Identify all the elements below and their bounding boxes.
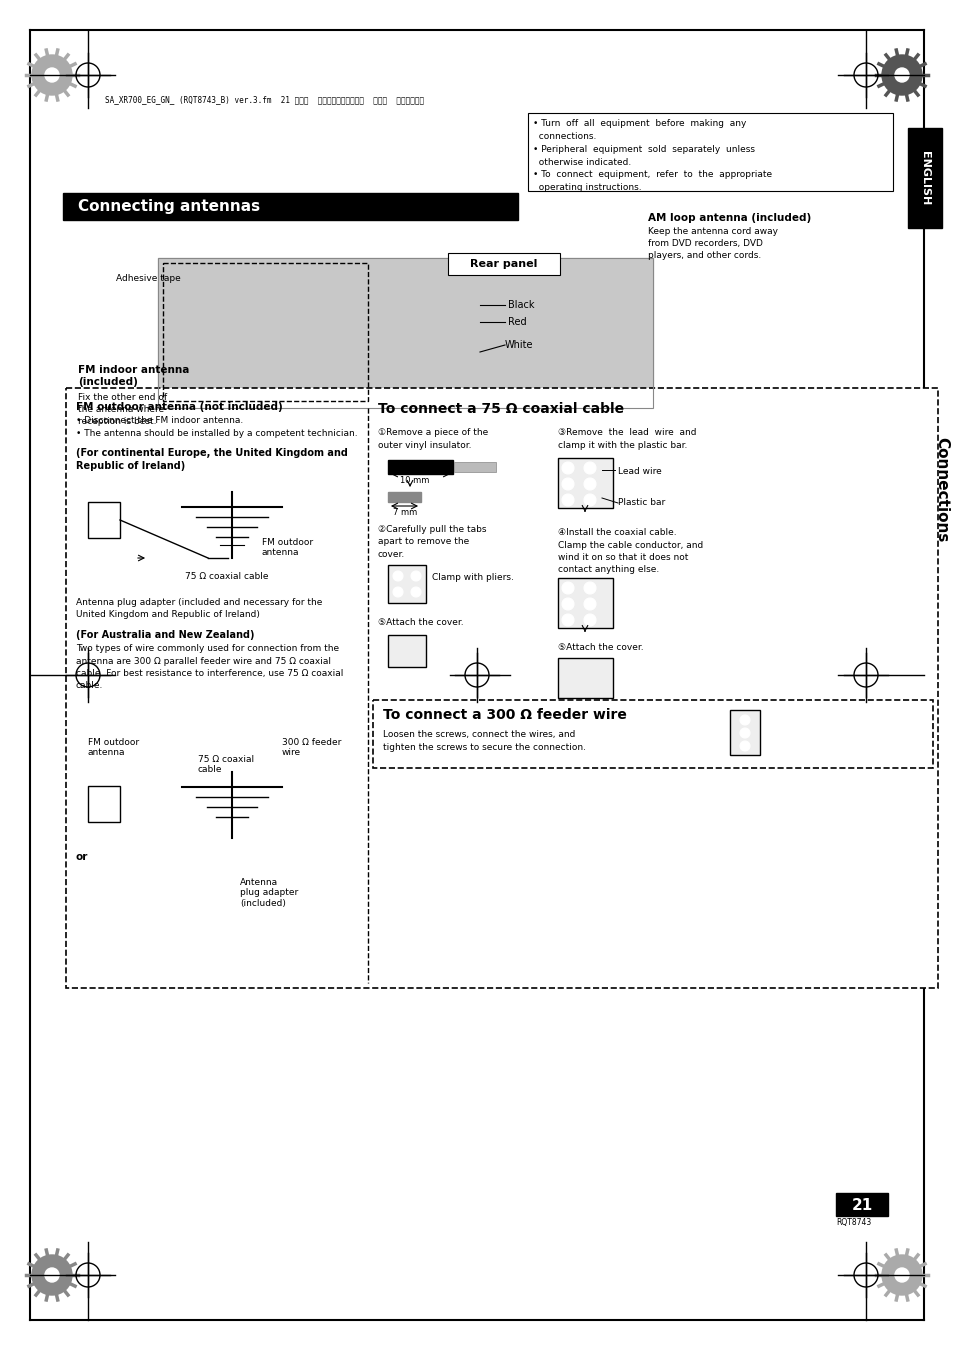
Text: Keep the antenna cord away
from DVD recorders, DVD
players, and other cords.: Keep the antenna cord away from DVD reco… — [647, 227, 778, 259]
Circle shape — [32, 55, 71, 95]
Circle shape — [411, 586, 420, 597]
Bar — [388, 565, 426, 603]
Circle shape — [561, 462, 574, 474]
Circle shape — [882, 55, 921, 95]
Circle shape — [583, 478, 596, 490]
Circle shape — [45, 68, 59, 82]
Bar — [388, 635, 426, 667]
Circle shape — [95, 511, 112, 530]
Text: SA_XR700_EG_GN_ (RQT8743_B) ver.3.fm  21 ページ  ２００６年８月３１日  木曜日  午前９時７分: SA_XR700_EG_GN_ (RQT8743_B) ver.3.fm 21 … — [105, 96, 424, 104]
Bar — [158, 258, 652, 408]
Text: Connecting antennas: Connecting antennas — [78, 200, 260, 215]
Bar — [527, 113, 892, 190]
Circle shape — [583, 613, 596, 626]
Bar — [66, 388, 937, 988]
Text: ②Carefully pull the tabs
apart to remove the
cover.: ②Carefully pull the tabs apart to remove… — [377, 526, 486, 559]
Text: Two types of wire commonly used for connection from the
antenna are 300 Ω parall: Two types of wire commonly used for conn… — [76, 644, 343, 690]
Text: • Disconnect the FM indoor antenna.
• The antenna should be installed by a compe: • Disconnect the FM indoor antenna. • Th… — [76, 416, 357, 438]
Circle shape — [583, 462, 596, 474]
Circle shape — [561, 598, 574, 611]
Circle shape — [45, 1269, 59, 1282]
Text: Plastic bar: Plastic bar — [618, 499, 664, 507]
Circle shape — [583, 598, 596, 611]
Text: 21: 21 — [850, 1197, 872, 1212]
Text: Connections: Connections — [934, 438, 948, 543]
Circle shape — [740, 728, 749, 738]
Bar — [558, 458, 613, 508]
Bar — [835, 1193, 887, 1216]
Text: or: or — [76, 852, 89, 862]
Circle shape — [393, 586, 402, 597]
Text: 300 Ω feeder
wire: 300 Ω feeder wire — [282, 738, 341, 758]
Bar — [729, 711, 760, 755]
Circle shape — [393, 571, 402, 581]
Circle shape — [153, 549, 172, 567]
Text: Black: Black — [507, 300, 534, 309]
Circle shape — [561, 494, 574, 507]
Text: Lead wire: Lead wire — [618, 467, 661, 476]
Circle shape — [894, 1269, 908, 1282]
Bar — [88, 503, 120, 538]
Text: To connect a 300 Ω feeder wire: To connect a 300 Ω feeder wire — [382, 708, 626, 721]
Bar — [388, 492, 420, 503]
Bar — [373, 700, 932, 767]
Text: 10 mm: 10 mm — [400, 476, 429, 485]
Circle shape — [740, 740, 749, 751]
Text: Adhesive tape: Adhesive tape — [116, 274, 180, 282]
Text: 75 Ω coaxial cable: 75 Ω coaxial cable — [185, 571, 268, 581]
Circle shape — [411, 571, 420, 581]
Text: Antenna
plug adapter
(included): Antenna plug adapter (included) — [240, 878, 298, 908]
Text: To connect a 75 Ω coaxial cable: To connect a 75 Ω coaxial cable — [377, 403, 623, 416]
Text: 7 mm: 7 mm — [393, 508, 416, 517]
Text: ENGLISH: ENGLISH — [919, 151, 929, 205]
Text: (For continental Europe, the United Kingdom and
Republic of Ireland): (For continental Europe, the United King… — [76, 449, 348, 471]
Circle shape — [561, 478, 574, 490]
Circle shape — [561, 613, 574, 626]
Text: FM outdoor antenna (not included): FM outdoor antenna (not included) — [76, 403, 282, 412]
Text: Antenna plug adapter (included and necessary for the
United Kingdom and Republic: Antenna plug adapter (included and neces… — [76, 598, 322, 619]
Circle shape — [173, 881, 202, 909]
Text: RQT8743: RQT8743 — [835, 1219, 870, 1227]
Text: FM outdoor
antenna: FM outdoor antenna — [88, 738, 139, 758]
Bar — [388, 459, 453, 474]
Text: Rear panel: Rear panel — [470, 259, 537, 269]
Circle shape — [583, 494, 596, 507]
Circle shape — [882, 1255, 921, 1296]
Circle shape — [204, 916, 232, 944]
Bar — [448, 253, 559, 276]
Bar — [163, 263, 368, 401]
Text: AM loop antenna (included): AM loop antenna (included) — [647, 213, 810, 223]
Bar — [558, 658, 613, 698]
Text: ③Remove  the  lead  wire  and
clamp it with the plastic bar.: ③Remove the lead wire and clamp it with … — [558, 428, 696, 450]
Text: FM indoor antenna
(included): FM indoor antenna (included) — [78, 365, 190, 388]
Circle shape — [95, 794, 112, 813]
Text: White: White — [504, 340, 533, 350]
Circle shape — [561, 582, 574, 594]
Text: ①Remove a piece of the
outer vinyl insulator.: ①Remove a piece of the outer vinyl insul… — [377, 428, 488, 450]
Bar — [88, 786, 120, 821]
Text: • Turn  off  all  equipment  before  making  any
  connections.
• Peripheral  eq: • Turn off all equipment before making a… — [533, 119, 771, 192]
Bar — [558, 578, 613, 628]
Text: (For Australia and New Zealand): (For Australia and New Zealand) — [76, 630, 254, 640]
Circle shape — [894, 68, 908, 82]
Text: 75 Ω coaxial
cable: 75 Ω coaxial cable — [198, 755, 253, 774]
Bar — [454, 462, 496, 471]
Circle shape — [583, 582, 596, 594]
Text: Clamp with pliers.: Clamp with pliers. — [432, 573, 514, 582]
Text: ④Install the coaxial cable.
Clamp the cable conductor, and
wind it on so that it: ④Install the coaxial cable. Clamp the ca… — [558, 528, 702, 574]
Circle shape — [32, 1255, 71, 1296]
Bar — [158, 258, 652, 408]
Text: ⑤Attach the cover.: ⑤Attach the cover. — [377, 617, 463, 627]
Text: Loosen the screws, connect the wires, and
tighten the screws to secure the conne: Loosen the screws, connect the wires, an… — [382, 730, 585, 751]
Bar — [63, 193, 517, 220]
Text: ⑤Attach the cover.: ⑤Attach the cover. — [558, 643, 643, 653]
Bar — [907, 128, 941, 228]
Text: Red: Red — [507, 317, 526, 327]
Text: FM outdoor
antenna: FM outdoor antenna — [262, 538, 313, 558]
Text: Fix the other end of
the antenna where
reception is best.: Fix the other end of the antenna where r… — [78, 393, 167, 426]
Circle shape — [740, 715, 749, 725]
